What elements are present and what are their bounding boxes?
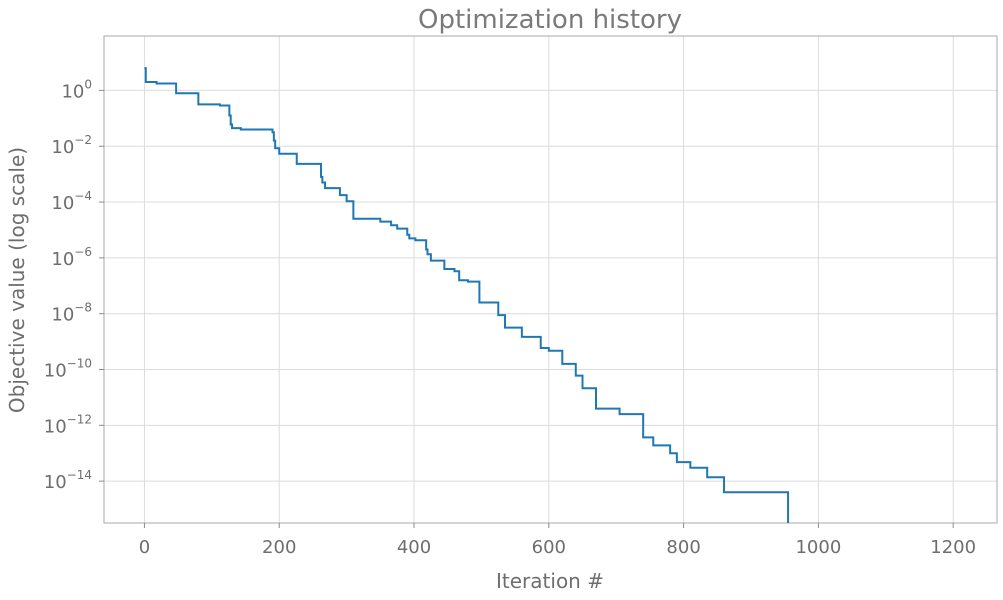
y-axis-label: Objective value (log scale) <box>5 147 29 413</box>
plot-area <box>103 35 998 524</box>
y-tick-label: 10−12 <box>44 412 92 437</box>
y-tick-label: 10−14 <box>44 468 92 493</box>
chart-title: Optimization history <box>418 5 682 35</box>
x-tick-label: 200 <box>262 537 296 558</box>
objective-value-line <box>144 67 790 523</box>
x-tick-label: 0 <box>139 537 150 558</box>
grid-lines <box>104 36 997 523</box>
x-tick-label: 600 <box>532 537 566 558</box>
y-tick-label: 10−2 <box>51 133 92 158</box>
x-tick-label: 1200 <box>930 537 976 558</box>
axis-ticks: 0 200 400 600 800 1000 1200 100 10−2 10−4 10−6 10−8… <box>44 77 976 558</box>
y-tick-label: 10−6 <box>51 245 92 270</box>
x-tick-label: 1000 <box>795 537 841 558</box>
x-axis-label: Iteration # <box>496 569 604 593</box>
x-tick-label: 800 <box>666 537 700 558</box>
y-tick-label: 10−10 <box>44 357 92 382</box>
y-tick-label: 10−4 <box>51 189 92 214</box>
y-tick-label: 100 <box>61 77 92 102</box>
x-tick-label: 400 <box>397 537 431 558</box>
y-tick-label: 10−8 <box>51 301 92 326</box>
